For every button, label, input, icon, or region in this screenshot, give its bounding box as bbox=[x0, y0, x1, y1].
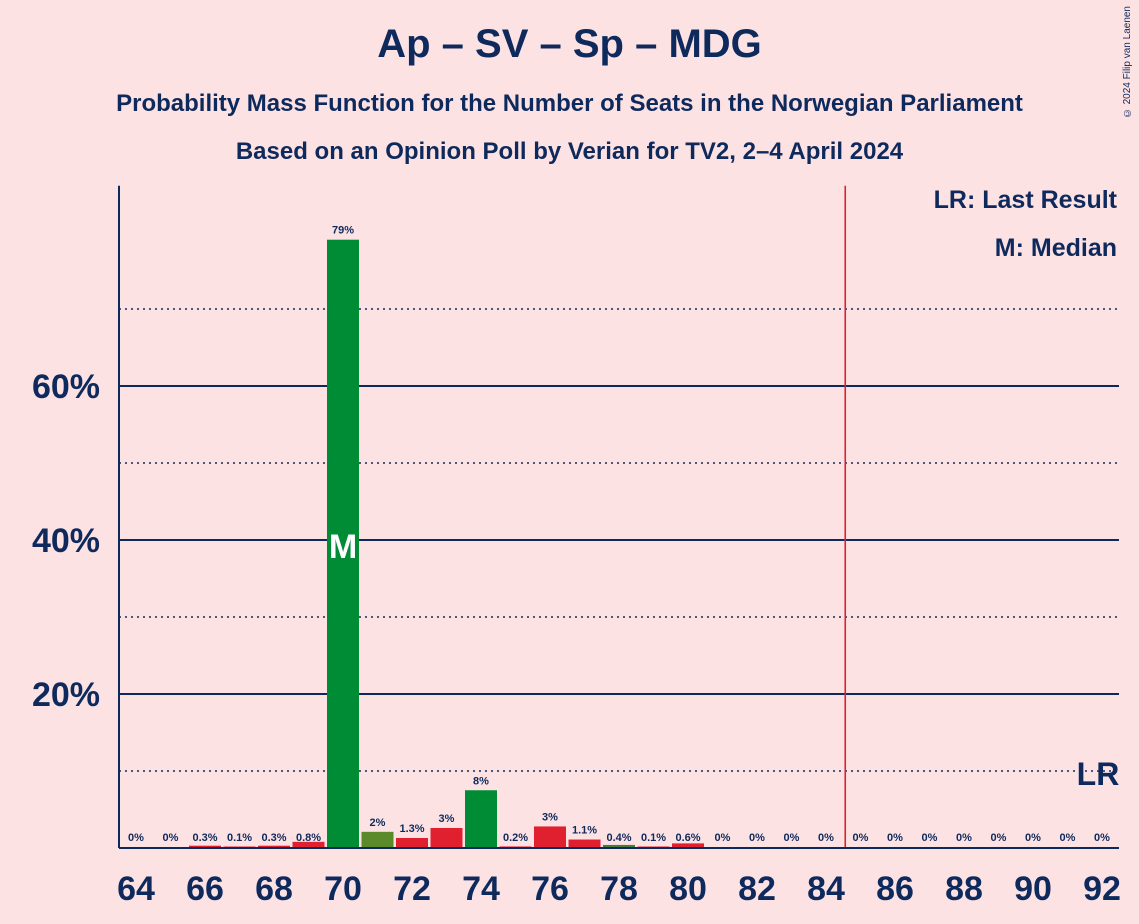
x-tick-label: 72 bbox=[393, 870, 431, 908]
bar bbox=[396, 837, 428, 848]
bar-value-label: 1.1% bbox=[572, 825, 597, 837]
x-tick-label: 66 bbox=[186, 870, 224, 908]
bar bbox=[292, 841, 325, 848]
bar-value-label: 0% bbox=[715, 832, 731, 844]
chart-subtitle: Probability Mass Function for the Number… bbox=[116, 90, 1023, 117]
bar bbox=[258, 845, 290, 848]
x-tick-label: 70 bbox=[324, 870, 362, 908]
bar-value-label: 0.4% bbox=[606, 832, 631, 844]
bar-value-label: 3% bbox=[542, 811, 558, 823]
bar-value-label: 0% bbox=[956, 832, 972, 844]
bar bbox=[189, 845, 221, 848]
x-tick-label: 64 bbox=[117, 870, 155, 908]
bar-value-label: 0.8% bbox=[296, 832, 321, 844]
bar-value-label: 0% bbox=[163, 832, 179, 844]
bar bbox=[534, 826, 566, 848]
bar-value-label: 3% bbox=[439, 813, 455, 825]
bar-value-label: 0.6% bbox=[675, 832, 700, 844]
bar-value-label: 0% bbox=[922, 832, 938, 844]
bar bbox=[327, 239, 359, 848]
legend-last-result: LR: Last Result bbox=[933, 186, 1117, 214]
bar-value-label: 8% bbox=[473, 775, 489, 787]
x-tick-label: 78 bbox=[600, 870, 638, 908]
bar-value-label: 0% bbox=[991, 832, 1007, 844]
last-result-marker: LR bbox=[1077, 756, 1120, 792]
bar bbox=[465, 790, 497, 848]
bar bbox=[430, 827, 463, 848]
bar-value-label: 0.2% bbox=[503, 832, 528, 844]
bar-value-label: 0.3% bbox=[261, 832, 286, 844]
y-tick-label: 40% bbox=[32, 522, 100, 560]
x-tick-label: 80 bbox=[669, 870, 707, 908]
x-tick-label: 76 bbox=[531, 870, 569, 908]
median-marker: M bbox=[329, 528, 357, 566]
x-tick-label: 88 bbox=[945, 870, 983, 908]
bar-value-label: 0% bbox=[749, 832, 765, 844]
x-tick-label: 90 bbox=[1014, 870, 1052, 908]
bar-value-label: 1.3% bbox=[399, 823, 424, 835]
bar-value-label: 0.1% bbox=[641, 832, 666, 844]
bar-value-label: 0% bbox=[818, 832, 834, 844]
bar-value-label: 79% bbox=[332, 225, 354, 237]
x-tick-label: 74 bbox=[462, 870, 500, 908]
bar-value-label: 0% bbox=[784, 832, 800, 844]
x-tick-label: 68 bbox=[255, 870, 293, 908]
chart-title: Ap – SV – Sp – MDG bbox=[377, 22, 762, 66]
x-tick-label: 86 bbox=[876, 870, 914, 908]
chart-source-line: Based on an Opinion Poll by Verian for T… bbox=[235, 138, 904, 165]
bar-value-label: 0% bbox=[887, 832, 903, 844]
bar-value-label: 0% bbox=[1094, 832, 1110, 844]
bar-value-label: 0% bbox=[1060, 832, 1076, 844]
bar bbox=[672, 843, 704, 848]
y-tick-label: 60% bbox=[32, 368, 100, 406]
y-tick-label: 20% bbox=[32, 676, 100, 714]
legend-median: M: Median bbox=[994, 234, 1117, 262]
x-tick-label: 92 bbox=[1083, 870, 1121, 908]
bar-value-label: 2% bbox=[370, 817, 386, 829]
bar bbox=[361, 831, 394, 848]
bar-value-label: 0.3% bbox=[192, 832, 217, 844]
bar-value-label: 0% bbox=[1025, 832, 1041, 844]
bar bbox=[568, 839, 601, 848]
bar-value-label: 0.1% bbox=[227, 832, 252, 844]
bar-value-label: 0% bbox=[128, 832, 144, 844]
bar bbox=[603, 844, 635, 848]
x-tick-label: 82 bbox=[738, 870, 776, 908]
x-tick-label: 84 bbox=[807, 870, 845, 908]
bar-value-label: 0% bbox=[853, 832, 869, 844]
